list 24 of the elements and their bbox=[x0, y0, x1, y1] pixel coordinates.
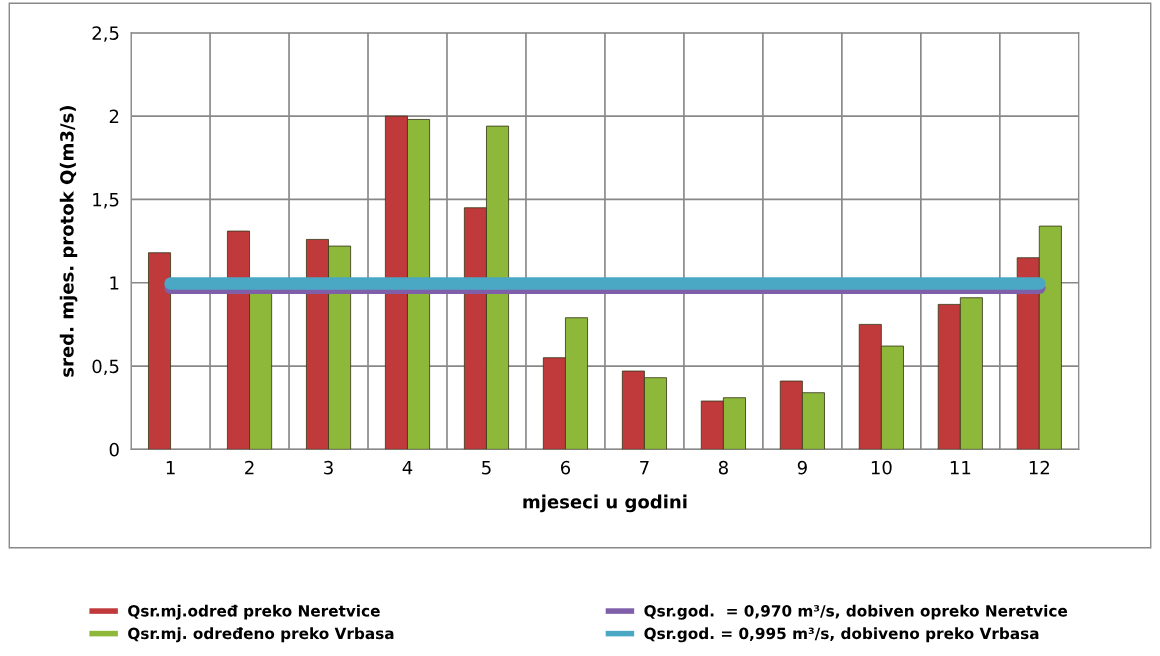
legend-label: Qsr.god. = 0,970 m³/s, dobiven opreko Neretvice bbox=[644, 604, 1068, 620]
x-tick-label: 7 bbox=[640, 461, 649, 475]
x-tick-label: 5 bbox=[482, 461, 491, 475]
y-tick-label: 1,5 bbox=[93, 193, 119, 209]
legend-label: Qsr.god. = 0,995 m³/s, dobiveno preko Vrbasa bbox=[644, 627, 1039, 643]
x-tick-label: 8 bbox=[718, 460, 728, 475]
y-tick-label: 1 bbox=[110, 276, 119, 290]
x-tick-label: 4 bbox=[402, 461, 413, 475]
x-tick-label: 1 bbox=[166, 461, 175, 475]
x-tick-label: 10 bbox=[871, 460, 892, 475]
legend-label: Qsr.mj.određ preko Neretvice bbox=[128, 604, 380, 620]
x-tick-label: 2 bbox=[245, 460, 254, 475]
x-tick-label: 12 bbox=[1029, 460, 1049, 475]
y-tick-label: 0 bbox=[109, 442, 119, 457]
x-tick-label: 3 bbox=[324, 460, 333, 475]
y-tick-label: 2 bbox=[109, 109, 119, 123]
x-tick-label: 6 bbox=[560, 460, 571, 475]
y-axis-title: sred. mjes. protok Q(m3/s) bbox=[59, 106, 78, 377]
y-tick-label: 2,5 bbox=[92, 26, 119, 42]
x-tick-label: 9 bbox=[797, 460, 807, 475]
legend-label: Qsr.mj. određeno preko Vrbasa bbox=[128, 627, 394, 643]
x-tick-label: 11 bbox=[950, 461, 971, 475]
x-axis-title: mjeseci u godini bbox=[523, 494, 687, 513]
y-tick-label: 0,5 bbox=[92, 359, 119, 376]
